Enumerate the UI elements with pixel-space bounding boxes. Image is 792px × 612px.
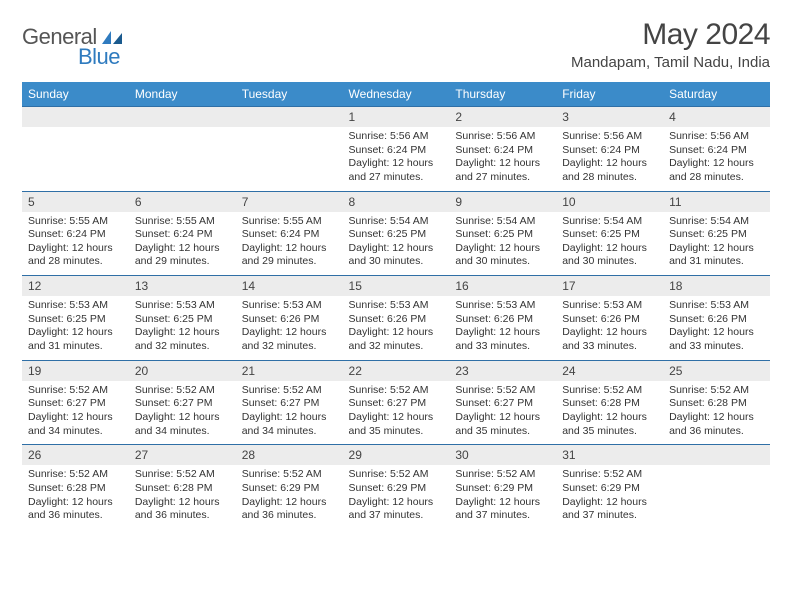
daynum: 17 — [556, 276, 663, 297]
header: General Blue May 2024 Mandapam, Tamil Na… — [22, 18, 770, 76]
day-cell: Sunrise: 5:53 AMSunset: 6:26 PMDaylight:… — [556, 296, 663, 360]
daynum: 27 — [129, 445, 236, 466]
week-2-nums: 5 6 7 8 9 10 11 — [22, 191, 770, 212]
daynum: 8 — [343, 191, 450, 212]
daynum: 5 — [22, 191, 129, 212]
day-cell: Sunrise: 5:54 AMSunset: 6:25 PMDaylight:… — [556, 212, 663, 276]
daynum: 13 — [129, 276, 236, 297]
day-cell: Sunrise: 5:54 AMSunset: 6:25 PMDaylight:… — [449, 212, 556, 276]
day-cell: Sunrise: 5:56 AMSunset: 6:24 PMDaylight:… — [556, 127, 663, 191]
day-cell: Sunrise: 5:52 AMSunset: 6:27 PMDaylight:… — [343, 381, 450, 445]
dow-tuesday: Tuesday — [236, 82, 343, 107]
daynum: 24 — [556, 360, 663, 381]
week-1-nums: 1 2 3 4 — [22, 107, 770, 128]
daynum: 9 — [449, 191, 556, 212]
week-1-content: Sunrise: 5:56 AMSunset: 6:24 PMDaylight:… — [22, 127, 770, 191]
day-cell: Sunrise: 5:52 AMSunset: 6:29 PMDaylight:… — [449, 465, 556, 529]
daynum: 23 — [449, 360, 556, 381]
week-4-nums: 19 20 21 22 23 24 25 — [22, 360, 770, 381]
daynum: 3 — [556, 107, 663, 128]
dow-friday: Friday — [556, 82, 663, 107]
day-cell: Sunrise: 5:55 AMSunset: 6:24 PMDaylight:… — [129, 212, 236, 276]
day-cell — [236, 127, 343, 191]
month-title: May 2024 — [571, 18, 770, 52]
calendar-table: Sunday Monday Tuesday Wednesday Thursday… — [22, 82, 770, 529]
logo-sail-icon — [101, 29, 123, 45]
daynum — [22, 107, 129, 128]
daynum — [663, 445, 770, 466]
day-cell: Sunrise: 5:55 AMSunset: 6:24 PMDaylight:… — [236, 212, 343, 276]
day-cell: Sunrise: 5:52 AMSunset: 6:28 PMDaylight:… — [22, 465, 129, 529]
dow-sunday: Sunday — [22, 82, 129, 107]
day-cell: Sunrise: 5:52 AMSunset: 6:28 PMDaylight:… — [129, 465, 236, 529]
daynum: 26 — [22, 445, 129, 466]
daynum: 18 — [663, 276, 770, 297]
logo: General Blue — [22, 18, 123, 76]
day-cell: Sunrise: 5:52 AMSunset: 6:29 PMDaylight:… — [236, 465, 343, 529]
title-area: May 2024 Mandapam, Tamil Nadu, India — [571, 18, 770, 71]
dow-monday: Monday — [129, 82, 236, 107]
daynum: 19 — [22, 360, 129, 381]
daynum — [129, 107, 236, 128]
week-3-content: Sunrise: 5:53 AMSunset: 6:25 PMDaylight:… — [22, 296, 770, 360]
day-cell: Sunrise: 5:52 AMSunset: 6:27 PMDaylight:… — [129, 381, 236, 445]
daynum: 7 — [236, 191, 343, 212]
day-cell: Sunrise: 5:52 AMSunset: 6:29 PMDaylight:… — [556, 465, 663, 529]
daynum: 2 — [449, 107, 556, 128]
location-text: Mandapam, Tamil Nadu, India — [571, 54, 770, 71]
daynum: 1 — [343, 107, 450, 128]
daynum: 11 — [663, 191, 770, 212]
daynum: 28 — [236, 445, 343, 466]
daynum: 30 — [449, 445, 556, 466]
daynum: 20 — [129, 360, 236, 381]
daynum: 4 — [663, 107, 770, 128]
week-4-content: Sunrise: 5:52 AMSunset: 6:27 PMDaylight:… — [22, 381, 770, 445]
week-3-nums: 12 13 14 15 16 17 18 — [22, 276, 770, 297]
daynum: 21 — [236, 360, 343, 381]
daynum: 6 — [129, 191, 236, 212]
week-5-nums: 26 27 28 29 30 31 — [22, 445, 770, 466]
daynum: 16 — [449, 276, 556, 297]
day-cell: Sunrise: 5:56 AMSunset: 6:24 PMDaylight:… — [663, 127, 770, 191]
logo-text-block: General Blue — [22, 24, 123, 76]
week-5-content: Sunrise: 5:52 AMSunset: 6:28 PMDaylight:… — [22, 465, 770, 529]
day-cell: Sunrise: 5:54 AMSunset: 6:25 PMDaylight:… — [343, 212, 450, 276]
day-cell — [129, 127, 236, 191]
daynum — [236, 107, 343, 128]
daynum: 31 — [556, 445, 663, 466]
day-cell: Sunrise: 5:52 AMSunset: 6:28 PMDaylight:… — [556, 381, 663, 445]
day-cell: Sunrise: 5:52 AMSunset: 6:29 PMDaylight:… — [343, 465, 450, 529]
dow-wednesday: Wednesday — [343, 82, 450, 107]
day-cell: Sunrise: 5:53 AMSunset: 6:26 PMDaylight:… — [449, 296, 556, 360]
day-cell: Sunrise: 5:56 AMSunset: 6:24 PMDaylight:… — [449, 127, 556, 191]
day-cell: Sunrise: 5:55 AMSunset: 6:24 PMDaylight:… — [22, 212, 129, 276]
daynum: 22 — [343, 360, 450, 381]
day-cell: Sunrise: 5:52 AMSunset: 6:27 PMDaylight:… — [236, 381, 343, 445]
day-cell: Sunrise: 5:53 AMSunset: 6:25 PMDaylight:… — [22, 296, 129, 360]
logo-text-blue: Blue — [78, 44, 120, 69]
day-cell — [663, 465, 770, 529]
day-cell: Sunrise: 5:54 AMSunset: 6:25 PMDaylight:… — [663, 212, 770, 276]
day-cell: Sunrise: 5:52 AMSunset: 6:27 PMDaylight:… — [449, 381, 556, 445]
day-cell: Sunrise: 5:53 AMSunset: 6:25 PMDaylight:… — [129, 296, 236, 360]
day-of-week-row: Sunday Monday Tuesday Wednesday Thursday… — [22, 82, 770, 107]
day-cell — [22, 127, 129, 191]
day-cell: Sunrise: 5:52 AMSunset: 6:27 PMDaylight:… — [22, 381, 129, 445]
day-cell: Sunrise: 5:56 AMSunset: 6:24 PMDaylight:… — [343, 127, 450, 191]
calendar-page: General Blue May 2024 Mandapam, Tamil Na… — [0, 0, 792, 539]
dow-thursday: Thursday — [449, 82, 556, 107]
daynum: 25 — [663, 360, 770, 381]
dow-saturday: Saturday — [663, 82, 770, 107]
daynum: 14 — [236, 276, 343, 297]
daynum: 12 — [22, 276, 129, 297]
day-cell: Sunrise: 5:53 AMSunset: 6:26 PMDaylight:… — [236, 296, 343, 360]
daynum: 29 — [343, 445, 450, 466]
day-cell: Sunrise: 5:53 AMSunset: 6:26 PMDaylight:… — [343, 296, 450, 360]
day-cell: Sunrise: 5:52 AMSunset: 6:28 PMDaylight:… — [663, 381, 770, 445]
day-cell: Sunrise: 5:53 AMSunset: 6:26 PMDaylight:… — [663, 296, 770, 360]
daynum: 15 — [343, 276, 450, 297]
week-2-content: Sunrise: 5:55 AMSunset: 6:24 PMDaylight:… — [22, 212, 770, 276]
daynum: 10 — [556, 191, 663, 212]
